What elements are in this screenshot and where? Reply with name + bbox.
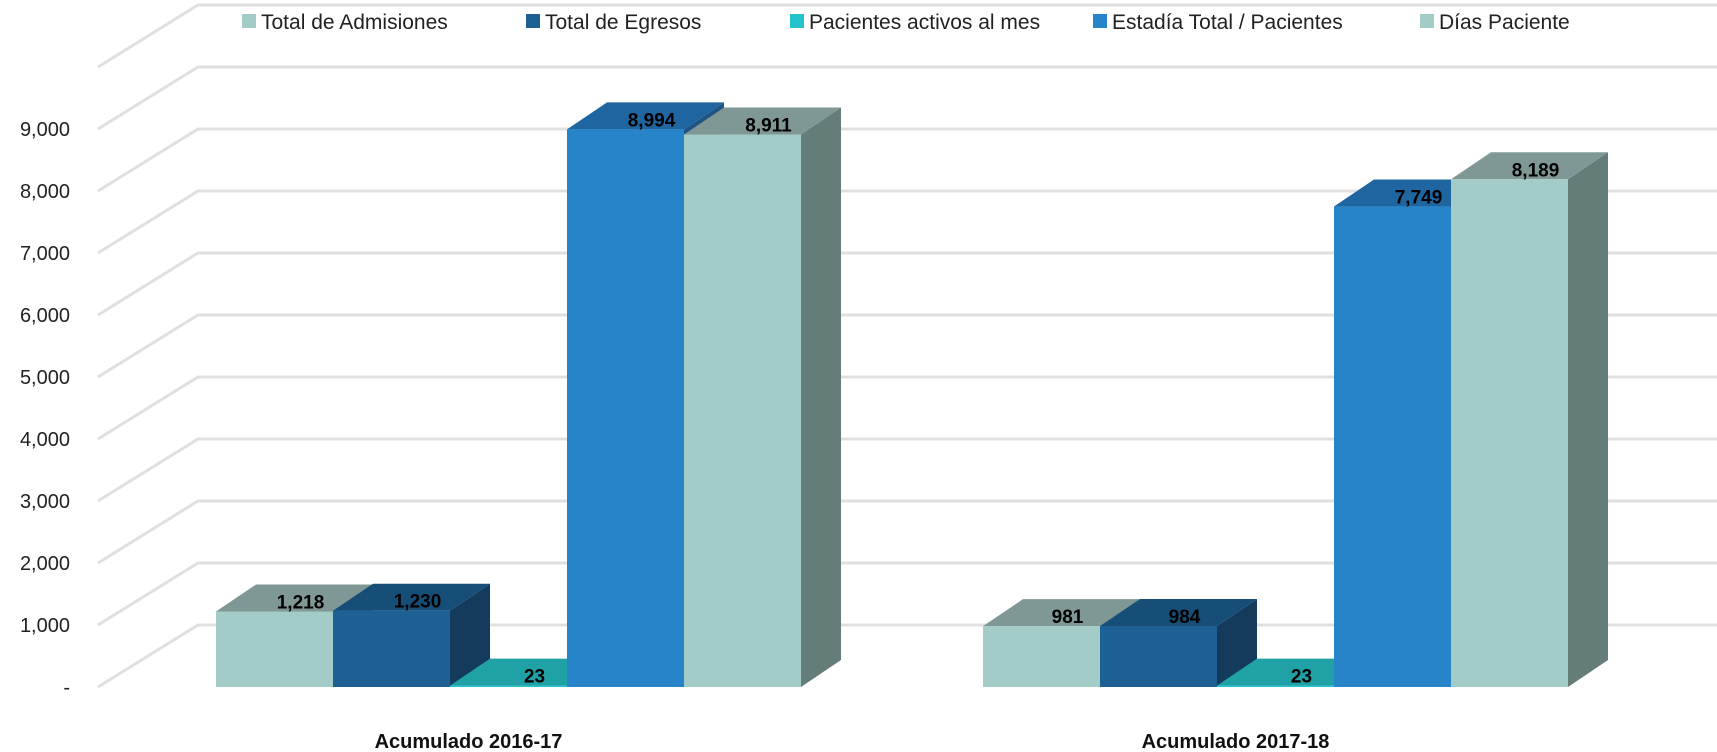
data-label: 7,749 [1395, 188, 1443, 209]
bar-front [983, 626, 1100, 687]
legend-item: Estadía Total / Pacientes [1093, 11, 1343, 34]
legend-label: Total de Egresos [545, 11, 701, 34]
gridlines [97, 3, 1717, 689]
y-tick-label: 1,000 [20, 615, 70, 637]
x-category-label: Acumulado 2017-18 [1142, 731, 1330, 752]
data-label: 984 [1169, 607, 1201, 628]
y-tick-label: 9,000 [20, 119, 70, 141]
bar-front [216, 611, 333, 687]
bar-top [333, 583, 490, 611]
bar-side [1568, 152, 1608, 688]
bar-side [450, 583, 490, 687]
gridline [97, 375, 1717, 441]
bar-top [1451, 152, 1608, 180]
data-label: 1,230 [394, 592, 442, 613]
x-category-label: Acumulado 2016-17 [375, 731, 563, 752]
legend-label: Pacientes activos al mes [809, 11, 1040, 34]
y-axis: - 1,000 2,000 3,000 4,000 5,000 6,000 7,000 8,00… [20, 119, 70, 699]
gridline [97, 313, 1717, 379]
legend-label: Total de Admisiones [261, 11, 448, 34]
y-tick-label: 2,000 [20, 553, 70, 575]
legend-item: Días Paciente [1420, 11, 1570, 34]
data-label: 8,189 [1512, 160, 1560, 181]
data-label: 981 [1052, 607, 1084, 628]
bar-front [567, 129, 684, 687]
bar: 1,230 [333, 583, 490, 687]
bar-top [684, 107, 841, 135]
data-label: 8,911 [745, 116, 792, 137]
gridline [97, 251, 1717, 317]
data-label: 1,218 [277, 592, 325, 613]
legend-swatch [1420, 14, 1434, 28]
bar-top [983, 599, 1140, 627]
data-label: 8,994 [628, 110, 676, 131]
y-tick-label: 3,000 [20, 491, 70, 513]
bar-side [801, 107, 841, 687]
bar-front [1451, 179, 1568, 688]
bar-front [684, 134, 801, 687]
y-tick-label: - [63, 677, 70, 699]
bar-front [333, 610, 450, 687]
legend-item: Pacientes activos al mes [790, 11, 1040, 34]
bar-top [567, 102, 724, 130]
y-tick-label: 8,000 [20, 181, 70, 203]
gridline [97, 189, 1717, 255]
gridline [97, 437, 1717, 503]
y-tick-label: 6,000 [20, 305, 70, 327]
gridline [97, 561, 1717, 627]
y-tick-label: 4,000 [20, 429, 70, 451]
bar-side [1217, 598, 1257, 687]
legend-swatch [526, 14, 540, 28]
legend-swatch [242, 14, 256, 28]
bar-front [450, 685, 567, 687]
bar-top [216, 584, 373, 612]
bar-front [1334, 206, 1451, 687]
gridline [97, 127, 1717, 193]
data-label: 23 [1291, 667, 1312, 688]
legend-item: Total de Admisiones [242, 11, 448, 34]
bars: 1,218 1,230 23 8,994 8,911 981 984 23 7,749 8,189 [216, 102, 1608, 688]
legend-item: Total de Egresos [526, 11, 701, 34]
bar: 984 [1100, 598, 1257, 687]
bar-top [1100, 598, 1257, 626]
y-tick-label: 5,000 [20, 367, 70, 389]
bar-front [1100, 625, 1217, 687]
bar: 8,911 [684, 107, 841, 687]
gridline [97, 499, 1717, 565]
gridline [97, 65, 1717, 131]
y-tick-label: 7,000 [20, 243, 70, 265]
bar: 8,189 [1451, 152, 1608, 688]
legend-label: Estadía Total / Pacientes [1112, 11, 1343, 34]
legend-label: Días Paciente [1439, 11, 1570, 34]
gridline [97, 3, 1717, 69]
data-label: 23 [524, 667, 545, 688]
bar-front [1217, 685, 1334, 687]
legend: Total de Admisiones Total de Egresos Pacie… [242, 11, 1570, 34]
x-axis: Acumulado 2016-17 Acumulado 2017-18 [375, 731, 1330, 752]
legend-swatch [790, 14, 804, 28]
legend-swatch [1093, 14, 1107, 28]
